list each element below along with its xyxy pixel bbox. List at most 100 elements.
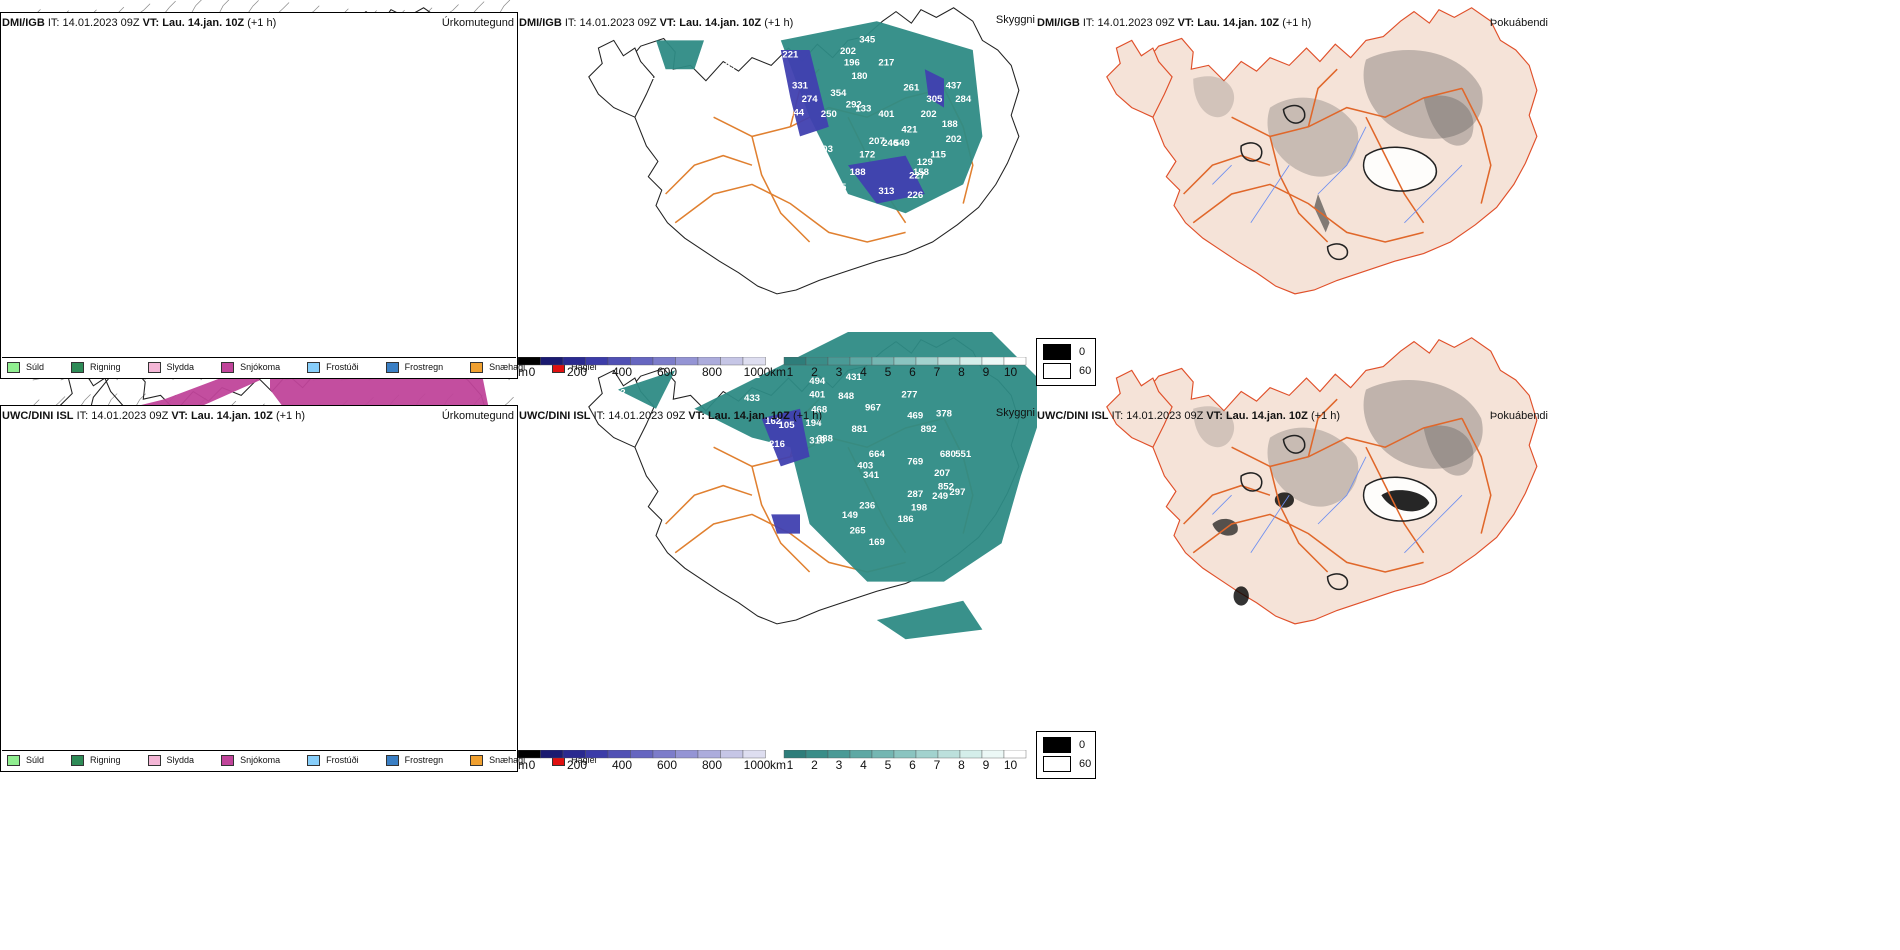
colorbar-segment-m (720, 357, 744, 366)
visibility-value-label: 129 (917, 157, 933, 168)
colorbar-tick-km: 5 (884, 758, 892, 772)
iceland-coastline (1134, 7, 1538, 295)
colorbar-tick-km: 4 (860, 758, 867, 772)
colorbar-segment-m (630, 357, 654, 366)
panel-variable-label: Úrkomutegund (441, 17, 514, 29)
legend-swatch (385, 361, 399, 373)
panel-variable-label: Þokuábendi (1489, 17, 1548, 29)
colorbar-tick-km: 10 (1003, 758, 1018, 772)
westfjords-coastline (1105, 369, 1173, 448)
legend-item-snjókoma: Snjókoma (216, 361, 280, 373)
glacier-outline (1282, 434, 1306, 454)
colorbar-unit-km: km (770, 365, 786, 379)
panel-variable-label: Þokuábendi (1489, 410, 1548, 422)
legend-label: Súld (26, 362, 45, 372)
wind-barb-flag (139, 393, 146, 401)
visibility-value-label: 207 (869, 136, 885, 147)
visibility-value-label: 303 (817, 144, 833, 155)
wind-barb-flag (222, 0, 230, 6)
visibility-value-label: 172 (860, 150, 876, 161)
visibility-value-label: 297 (950, 487, 966, 498)
visibility-blue-area (925, 69, 945, 108)
legend-label: Snæhagl (489, 362, 526, 372)
visibility-value-label: 437 (946, 80, 962, 91)
colorbar-segment-km (937, 357, 961, 366)
visibility-value-label: 494 (810, 376, 827, 387)
road-line (675, 183, 907, 243)
colorbar-segment-m (540, 357, 564, 366)
road-line (1192, 513, 1424, 573)
colorbar-tick-km: 9 (982, 758, 990, 772)
visibility-value-label: 165 (766, 497, 783, 508)
visibility-teal-area (694, 332, 1051, 582)
colorbar-segment-km (827, 750, 851, 759)
colorbar-tick-km: 3 (835, 365, 843, 379)
visibility-value-label: 848 (839, 391, 856, 402)
visibility-blue-area (762, 408, 811, 467)
legend-label: Rigning (90, 755, 121, 765)
visibility-blue-area (771, 514, 801, 534)
legend-swatch (7, 361, 20, 373)
fog-legend-low: 0 (1079, 739, 1086, 751)
panel-variable-label: Úrkomutegund (441, 410, 514, 422)
visibility-value-label: 355 (831, 182, 848, 193)
visibility-value-label: 202 (946, 134, 962, 145)
river-line (1404, 164, 1463, 224)
map-fog-indicator-dini (1105, 337, 1538, 625)
visibility-value-label: 227 (910, 171, 926, 182)
visibility-value-label: 149 (842, 510, 858, 521)
colorbar-segment-km (893, 750, 917, 759)
visibility-value-label: 549 (894, 138, 910, 149)
colorbar-segment-km (783, 750, 807, 759)
river-line (1404, 494, 1463, 554)
iceland-landmass: 1412373489972213312742021961803543452172… (588, 7, 1020, 295)
visibility-value-label: 287 (908, 489, 924, 500)
visibility-value-label: 237 (641, 77, 657, 88)
visibility-value-label: 331 (792, 80, 809, 91)
legend-item-snjókoma: Snjókoma (216, 754, 280, 766)
colorbar-tick-km: 10 (1003, 365, 1018, 379)
colorbar-tick-km: 6 (909, 365, 916, 379)
visibility-value-label: 186 (898, 514, 914, 525)
visibility-value-label: 305 (927, 94, 944, 105)
wind-barb-flag (507, 396, 514, 404)
visibility-value-label: 265 (850, 526, 867, 537)
fog-dark-area (1381, 490, 1430, 512)
colorbar-segment-m (697, 357, 721, 366)
visibility-value-label: 158 (913, 167, 930, 178)
visibility-value-label: 892 (921, 424, 937, 435)
visibility-value-label: 348 (656, 88, 673, 99)
visibility-blue-area (848, 155, 926, 204)
fog-shading (1423, 95, 1474, 146)
visibility-value-label: 421 (902, 125, 919, 136)
colorbar-segment-m (585, 750, 609, 759)
glacier-outline (1326, 243, 1349, 261)
visibility-value-label: 313 (879, 186, 895, 197)
visibility-value-label: 216 (769, 439, 785, 450)
legend-swatch (221, 361, 235, 373)
fog-legend-swatch-white (1043, 756, 1071, 772)
wind-barb-flag (313, 5, 320, 12)
visibility-teal-area (618, 370, 676, 409)
colorbar-gradient (518, 750, 1027, 759)
road-line (1461, 418, 1492, 534)
visibility-value-label: 310 (810, 435, 826, 446)
colorbar-segment-km (805, 750, 829, 759)
wind-barb-flag (84, 394, 91, 401)
colorbar-segment-m (540, 750, 564, 759)
visibility-value-label: 196 (844, 57, 860, 68)
visibility-value-label: 664 (869, 449, 886, 460)
colorbar-tick-m: 400 (611, 365, 633, 379)
colorbar-segment-m (742, 750, 766, 759)
visibility-value-label: 183 (791, 155, 807, 166)
visibility-value-label: 246 (883, 138, 899, 149)
map-visibility-dmi: 1412373489972213312742021961803543452172… (588, 7, 1020, 295)
glacier-outline (1282, 104, 1306, 124)
wind-barb-flag (282, 2, 290, 9)
fog-legend: 0 60 (1036, 338, 1096, 386)
visibility-value-label: 431 (846, 372, 863, 383)
visibility-value-label: 378 (936, 408, 953, 419)
colorbar-segment-km (915, 357, 939, 366)
legend-label: Frostregn (404, 362, 444, 372)
wind-barb-flag (252, 0, 259, 7)
